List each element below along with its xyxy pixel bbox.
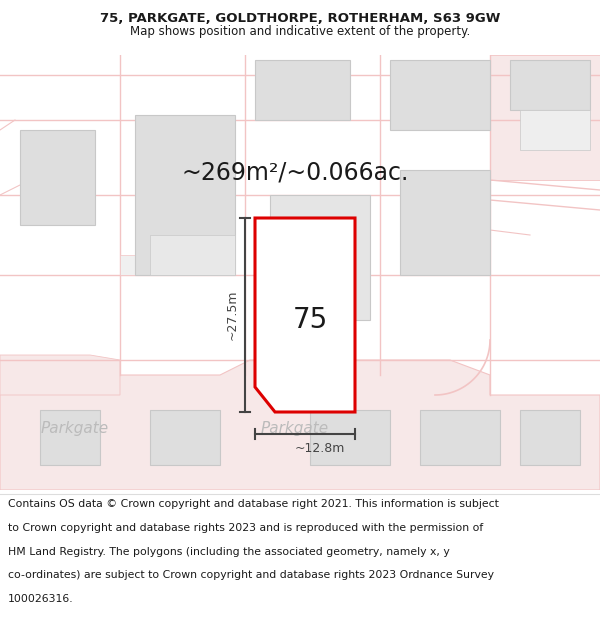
Polygon shape <box>400 170 490 275</box>
Polygon shape <box>510 60 590 110</box>
Text: ~27.5m: ~27.5m <box>226 290 239 340</box>
Polygon shape <box>490 55 600 180</box>
Text: Map shows position and indicative extent of the property.: Map shows position and indicative extent… <box>130 26 470 39</box>
Text: Parkgate: Parkgate <box>261 421 329 436</box>
Polygon shape <box>150 235 235 275</box>
Text: 100026316.: 100026316. <box>8 594 73 604</box>
Text: ~269m²/~0.066ac.: ~269m²/~0.066ac. <box>181 160 409 184</box>
Polygon shape <box>120 255 140 275</box>
Polygon shape <box>520 410 580 465</box>
Text: 75, PARKGATE, GOLDTHORPE, ROTHERHAM, S63 9GW: 75, PARKGATE, GOLDTHORPE, ROTHERHAM, S63… <box>100 12 500 25</box>
Text: ~12.8m: ~12.8m <box>295 441 345 454</box>
Polygon shape <box>255 60 350 120</box>
Polygon shape <box>520 110 590 150</box>
Text: 75: 75 <box>292 306 328 334</box>
Polygon shape <box>390 60 490 130</box>
Polygon shape <box>20 130 95 225</box>
Polygon shape <box>0 355 120 395</box>
Text: Parkgate: Parkgate <box>41 421 109 436</box>
Polygon shape <box>270 195 370 320</box>
Text: to Crown copyright and database rights 2023 and is reproduced with the permissio: to Crown copyright and database rights 2… <box>8 523 483 533</box>
Text: HM Land Registry. The polygons (including the associated geometry, namely x, y: HM Land Registry. The polygons (includin… <box>8 547 449 557</box>
Polygon shape <box>0 360 600 490</box>
Text: co-ordinates) are subject to Crown copyright and database rights 2023 Ordnance S: co-ordinates) are subject to Crown copyr… <box>8 571 494 581</box>
Polygon shape <box>40 410 100 465</box>
Text: Contains OS data © Crown copyright and database right 2021. This information is : Contains OS data © Crown copyright and d… <box>8 499 499 509</box>
Polygon shape <box>135 115 235 275</box>
Polygon shape <box>150 410 220 465</box>
Polygon shape <box>420 410 500 465</box>
Polygon shape <box>255 218 355 412</box>
Polygon shape <box>310 410 390 465</box>
